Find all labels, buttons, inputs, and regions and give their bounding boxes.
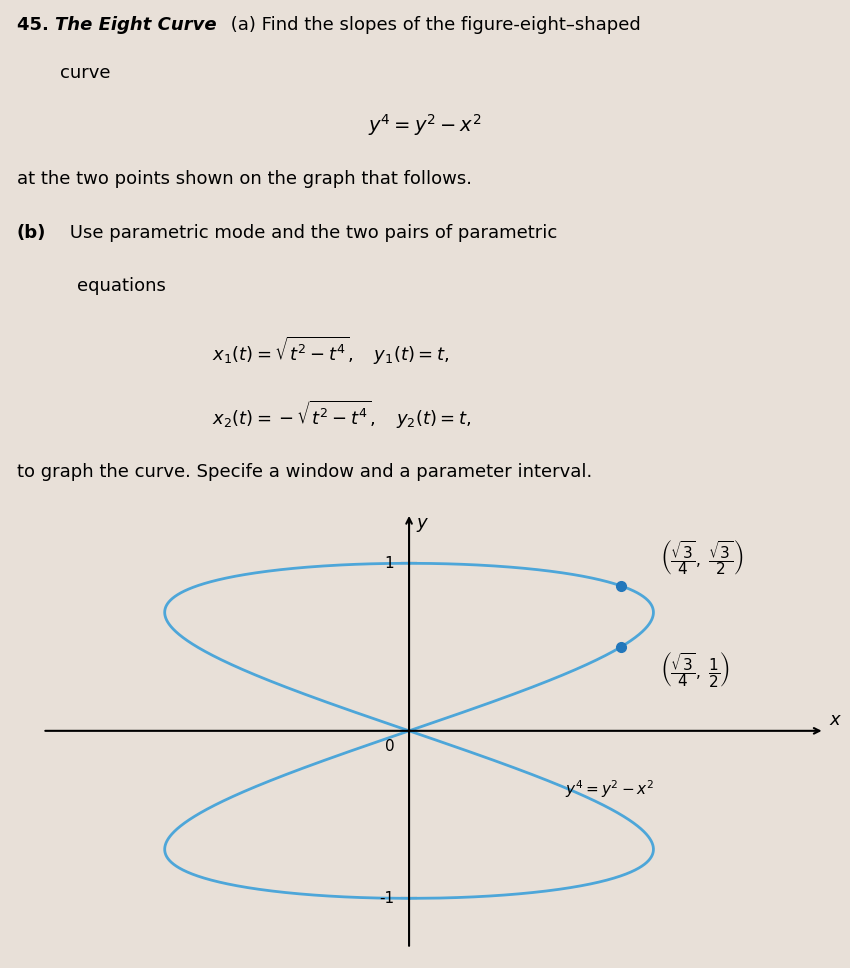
Text: (a) Find the slopes of the figure-eight–shaped: (a) Find the slopes of the figure-eight–…	[225, 15, 641, 34]
Text: 1: 1	[385, 556, 394, 571]
Text: at the two points shown on the graph that follows.: at the two points shown on the graph tha…	[17, 170, 472, 189]
Text: $y^4 = y^2 - x^2$: $y^4 = y^2 - x^2$	[565, 778, 654, 800]
Text: 0: 0	[385, 740, 394, 754]
Text: equations: equations	[76, 277, 166, 295]
Text: $\left(\dfrac{\sqrt{3}}{4},\ \dfrac{\sqrt{3}}{2}\right)$: $\left(\dfrac{\sqrt{3}}{4},\ \dfrac{\sqr…	[660, 538, 743, 577]
Text: Use parametric mode and the two pairs of parametric: Use parametric mode and the two pairs of…	[64, 224, 557, 242]
Text: $x$: $x$	[830, 711, 842, 729]
Text: $x_1(t) = \sqrt{t^2 - t^4}, \quad y_1(t) = t,$: $x_1(t) = \sqrt{t^2 - t^4}, \quad y_1(t)…	[212, 336, 450, 368]
Text: curve: curve	[60, 64, 110, 82]
Text: $\left(\dfrac{\sqrt{3}}{4},\ \dfrac{1}{2}\right)$: $\left(\dfrac{\sqrt{3}}{4},\ \dfrac{1}{2…	[660, 650, 730, 689]
Text: 45.: 45.	[17, 15, 55, 34]
Text: -1: -1	[379, 891, 394, 906]
Text: The Eight Curve: The Eight Curve	[55, 15, 217, 34]
Text: $y^4 = y^2 - x^2$: $y^4 = y^2 - x^2$	[368, 111, 482, 137]
Text: $x_2(t) = -\sqrt{t^2 - t^4}, \quad y_2(t) = t,$: $x_2(t) = -\sqrt{t^2 - t^4}, \quad y_2(t…	[212, 399, 472, 432]
Text: to graph the curve. Specifе a window and a parameter interval.: to graph the curve. Specifе a window and…	[17, 463, 592, 481]
Text: (b): (b)	[17, 224, 47, 242]
Text: $y$: $y$	[416, 516, 430, 534]
